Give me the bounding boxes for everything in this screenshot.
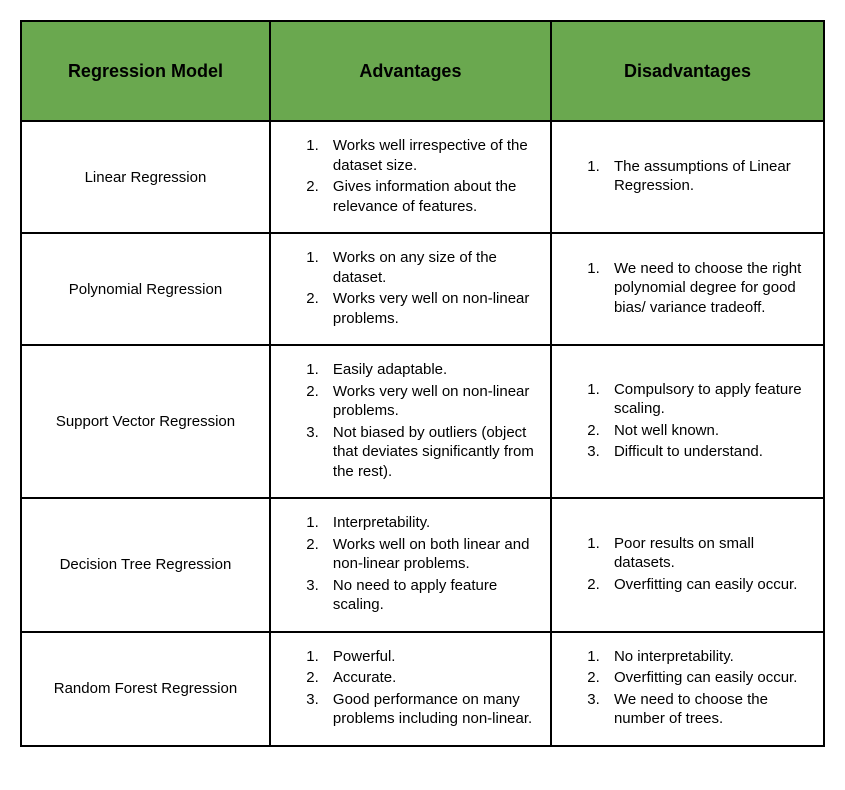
disadvantages-list: Poor results on small datasets.Overfitti…	[562, 534, 813, 595]
disadvantage-item: The assumptions of Linear Regression.	[604, 157, 813, 196]
header-advantages: Advantages	[270, 21, 551, 121]
disadvantages-cell: Poor results on small datasets.Overfitti…	[551, 498, 824, 632]
disadvantages-cell: No interpretability.Overfitting can easi…	[551, 632, 824, 746]
disadvantages-list: The assumptions of Linear Regression.	[562, 157, 813, 196]
advantage-item: Good performance on many problems includ…	[323, 690, 540, 729]
disadvantage-item: We need to choose the number of trees.	[604, 690, 813, 729]
disadvantages-cell: Compulsory to apply feature scaling.Not …	[551, 345, 824, 498]
advantages-list: Interpretability.Works well on both line…	[281, 513, 540, 615]
disadvantages-list: We need to choose the right polynomial d…	[562, 259, 813, 318]
disadvantages-list: Compulsory to apply feature scaling.Not …	[562, 380, 813, 462]
advantages-list: Works on any size of the dataset.Works v…	[281, 248, 540, 328]
disadvantage-item: Overfitting can easily occur.	[604, 668, 813, 688]
advantage-item: Easily adaptable.	[323, 360, 540, 380]
advantage-item: Not biased by outliers (object that devi…	[323, 423, 540, 482]
table-row: Support Vector RegressionEasily adaptabl…	[21, 345, 824, 498]
advantages-cell: Works well irrespective of the dataset s…	[270, 121, 551, 233]
advantage-item: Gives information about the relevance of…	[323, 177, 540, 216]
model-name-cell: Random Forest Regression	[21, 632, 270, 746]
advantage-item: No need to apply feature scaling.	[323, 576, 540, 615]
advantage-item: Works well on both linear and non-linear…	[323, 535, 540, 574]
disadvantage-item: Overfitting can easily occur.	[604, 575, 813, 595]
disadvantage-item: No interpretability.	[604, 647, 813, 667]
table-body: Linear Regression Works well irrespective…	[21, 121, 824, 746]
advantages-cell: Easily adaptable.Works very well on non-…	[270, 345, 551, 498]
advantage-item: Interpretability.	[323, 513, 540, 533]
table-row: Random Forest RegressionPowerful.Accurat…	[21, 632, 824, 746]
advantage-item: Works on any size of the dataset.	[323, 248, 540, 287]
table-header-row: Regression Model Advantages Disadvantage…	[21, 21, 824, 121]
disadvantage-item: Not well known.	[604, 421, 813, 441]
disadvantages-cell: The assumptions of Linear Regression.	[551, 121, 824, 233]
table-row: Decision Tree RegressionInterpretability…	[21, 498, 824, 632]
disadvantage-item: Poor results on small datasets.	[604, 534, 813, 573]
advantage-item: Accurate.	[323, 668, 540, 688]
advantages-cell: Powerful.Accurate.Good performance on ma…	[270, 632, 551, 746]
advantages-list: Works well irrespective of the dataset s…	[281, 136, 540, 216]
advantages-list: Easily adaptable.Works very well on non-…	[281, 360, 540, 481]
model-name-cell: Polynomial Regression	[21, 233, 270, 345]
table-row: Linear Regression Works well irrespective…	[21, 121, 824, 233]
header-disadvantages: Disadvantages	[551, 21, 824, 121]
regression-comparison-table: Regression Model Advantages Disadvantage…	[20, 20, 825, 747]
advantage-item: Works very well on non-linear problems.	[323, 289, 540, 328]
advantages-cell: Interpretability.Works well on both line…	[270, 498, 551, 632]
disadvantage-item: Compulsory to apply feature scaling.	[604, 380, 813, 419]
disadvantage-item: Difficult to understand.	[604, 442, 813, 462]
model-name-cell: Decision Tree Regression	[21, 498, 270, 632]
table-row: Polynomial RegressionWorks on any size o…	[21, 233, 824, 345]
header-model: Regression Model	[21, 21, 270, 121]
disadvantage-item: We need to choose the right polynomial d…	[604, 259, 813, 318]
disadvantages-cell: We need to choose the right polynomial d…	[551, 233, 824, 345]
advantage-item: Works very well on non-linear problems.	[323, 382, 540, 421]
advantage-item: Powerful.	[323, 647, 540, 667]
advantages-cell: Works on any size of the dataset.Works v…	[270, 233, 551, 345]
advantage-item: Works well irrespective of the dataset s…	[323, 136, 540, 175]
model-name-cell: Linear Regression	[21, 121, 270, 233]
model-name-cell: Support Vector Regression	[21, 345, 270, 498]
disadvantages-list: No interpretability.Overfitting can easi…	[562, 647, 813, 729]
advantages-list: Powerful.Accurate.Good performance on ma…	[281, 647, 540, 729]
